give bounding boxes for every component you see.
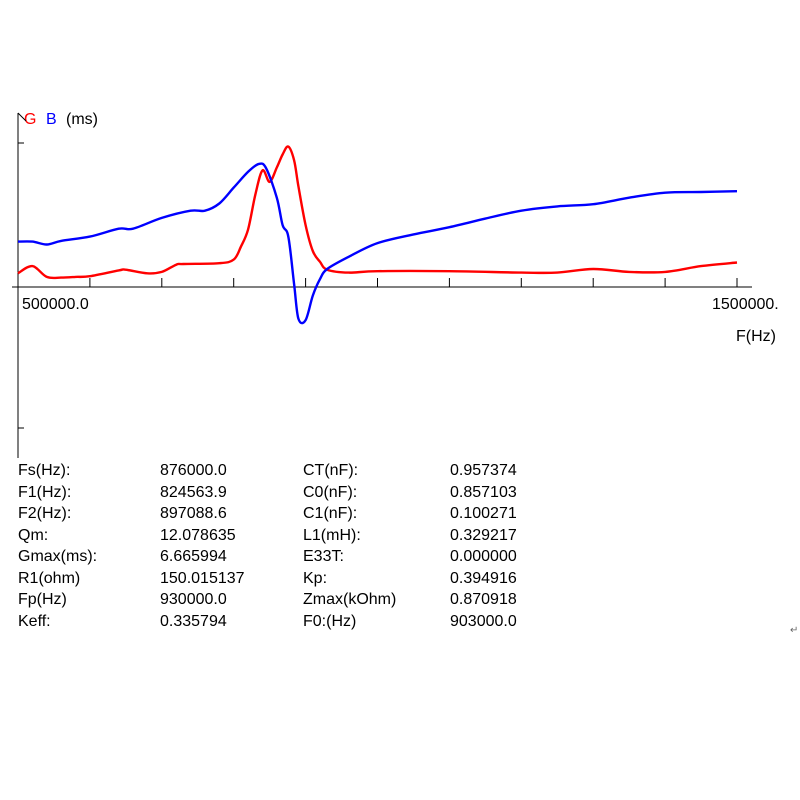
parameter-value: 12.078635 xyxy=(160,526,236,544)
chart-legend: G B (ms) xyxy=(24,111,98,128)
legend-unit-label: (ms) xyxy=(66,111,98,128)
y-axis-arrow-right xyxy=(17,112,27,122)
parameter-value: 876000.0 xyxy=(160,462,227,479)
parameter-label: Qm: xyxy=(18,526,49,544)
parameter-label: Gmax(ms): xyxy=(18,548,98,565)
admittance-chart: G B (ms) 500000.0 1500000. F(Hz) xyxy=(12,111,779,458)
parameter-label: Fp(Hz) xyxy=(18,591,67,608)
parameter-value: 0.957374 xyxy=(450,462,517,479)
parameter-value: 0.335794 xyxy=(160,612,227,630)
parameter-value: 150.015137 xyxy=(160,569,245,587)
parameter-label: Fs(Hz): xyxy=(18,462,71,479)
x-axis-unit-label: F(Hz) xyxy=(736,328,776,345)
chart-axes xyxy=(12,112,752,458)
x-axis-start-label: 500000.0 xyxy=(22,296,89,313)
parameter-value: 903000.0 xyxy=(450,612,517,630)
parameter-value: 0.329217 xyxy=(450,526,517,544)
parameter-value: 0.394916 xyxy=(450,569,517,587)
chart-series xyxy=(17,145,738,325)
parameter-value: 6.665994 xyxy=(160,548,227,565)
parameter-value: 824563.9 xyxy=(160,483,227,501)
legend-b-label: B xyxy=(46,111,57,128)
parameter-label: Keff: xyxy=(18,612,51,630)
parameter-value: 930000.0 xyxy=(160,591,227,608)
parameter-label: F1(Hz): xyxy=(18,483,72,501)
series-g-line xyxy=(17,145,738,280)
parameter-label: F0:(Hz) xyxy=(303,612,357,630)
parameter-value: 0.100271 xyxy=(450,505,517,522)
parameter-value: 897088.6 xyxy=(160,505,227,522)
return-arrow-icon: ↵ xyxy=(790,625,799,636)
parameter-value: 0.870918 xyxy=(450,591,517,608)
parameter-label: F2(Hz): xyxy=(18,505,72,522)
legend-g-label: G xyxy=(24,111,36,128)
parameter-value: 0.857103 xyxy=(450,483,517,501)
parameter-label: R1(ohm) xyxy=(18,569,81,587)
parameter-label: E33T: xyxy=(303,548,344,565)
series-b-line xyxy=(17,162,738,325)
parameter-label: L1(mH): xyxy=(303,526,361,544)
parameter-label: C0(nF): xyxy=(303,483,358,501)
parameter-label: CT(nF): xyxy=(303,462,359,479)
x-axis-end-label: 1500000. xyxy=(712,296,779,313)
parameter-label: Kp: xyxy=(303,569,328,587)
parameter-value: 0.000000 xyxy=(450,548,517,565)
parameter-label: C1(nF): xyxy=(303,505,358,522)
parameter-label: Zmax(kOhm) xyxy=(303,591,397,608)
